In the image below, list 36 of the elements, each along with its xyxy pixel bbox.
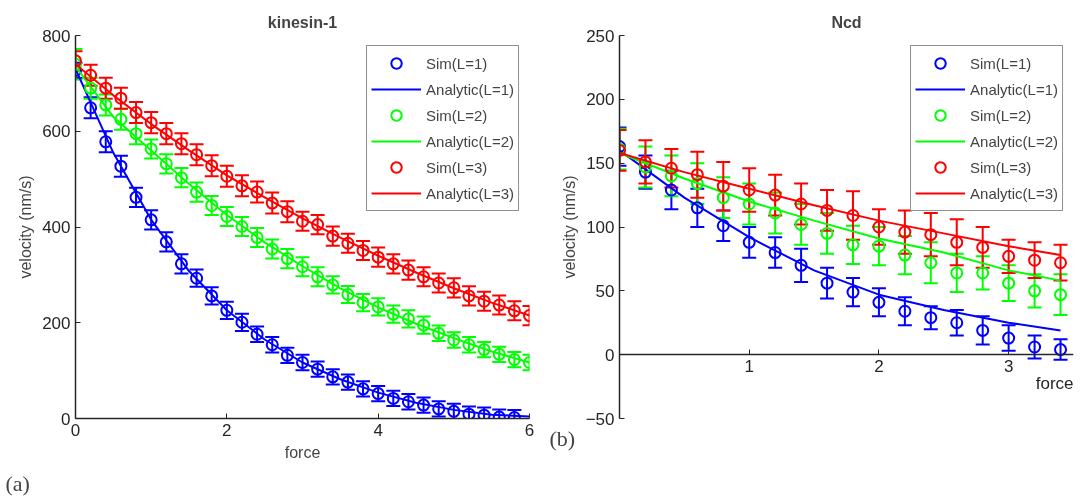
chart-title: kinesin-1 [267, 13, 338, 31]
y-tick-label: 400 [42, 218, 71, 237]
y-tick-label: 50 [595, 281, 615, 301]
x-tick-label: 1 [744, 356, 754, 376]
text: (a) [5, 470, 30, 496]
y-tick-label: 200 [42, 313, 71, 333]
y-tick-label: 200 [586, 90, 615, 110]
x-tick-label: 2 [874, 356, 884, 376]
y-tick-label: 100 [586, 218, 615, 237]
text: (b) [549, 425, 576, 451]
chart-title: Ncd [831, 13, 862, 31]
x-tick-label: 3 [1003, 356, 1014, 376]
y-tick-label: 150 [586, 154, 615, 174]
legend-label: Analytic(L=2) [426, 131, 514, 152]
x-tick-label: 4 [373, 420, 383, 440]
y-tick-label: −50 [585, 409, 615, 429]
x-axis-title: force [284, 443, 321, 461]
y-axis-title: velocity (nm/s) [560, 175, 578, 279]
legend-label: Sim(L=3) [970, 157, 1032, 178]
x-tick-label: 2 [222, 420, 232, 440]
legend-label: Analytic(L=1) [970, 79, 1058, 100]
legend-label: Analytic(L=2) [970, 131, 1058, 152]
y-tick-label: 800 [42, 26, 71, 46]
legend-label: Analytic(L=3) [970, 183, 1058, 204]
y-axis-title: velocity (nm/s) [17, 175, 35, 279]
legend-label: Sim(L=1) [970, 53, 1032, 74]
y-tick-label: 250 [586, 26, 615, 46]
x-axis-title: force [1035, 373, 1074, 393]
legend-label: Analytic(L=1) [426, 79, 514, 100]
legend-label: Sim(L=2) [970, 105, 1032, 126]
legend-label: Sim(L=3) [426, 157, 488, 178]
legend-label: Sim(L=1) [426, 53, 488, 74]
y-tick-label: 600 [42, 122, 71, 142]
x-tick-label: 6 [524, 420, 535, 440]
legend-label: Sim(L=2) [426, 105, 488, 126]
legend-label: Analytic(L=3) [426, 183, 514, 204]
